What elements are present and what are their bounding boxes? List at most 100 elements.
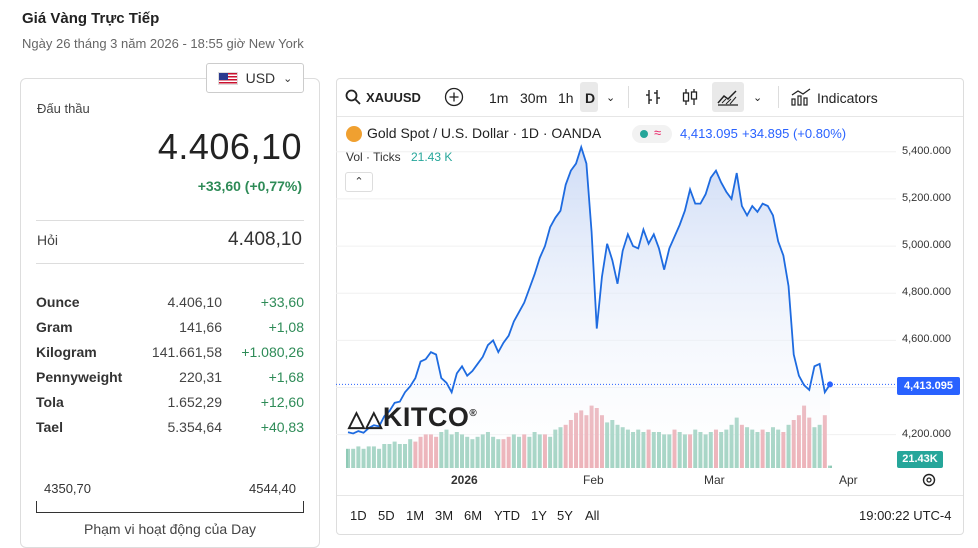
range-button-ytd[interactable]: YTD bbox=[494, 508, 520, 523]
price-area bbox=[348, 147, 830, 470]
area-chart-highlight bbox=[712, 82, 744, 112]
toolbar-divider bbox=[778, 86, 779, 108]
currency-label: USD bbox=[245, 70, 276, 86]
y-tick-label: 4,200.000 bbox=[902, 427, 951, 440]
last-price-tag: 4,413.095 bbox=[897, 377, 960, 395]
interval-30m[interactable]: 30m bbox=[520, 90, 548, 106]
unit-row-ounce: Ounce 4.406,10 +33,60 bbox=[36, 294, 304, 316]
range-button-5d[interactable]: 5D bbox=[378, 508, 395, 523]
area-chart-icon[interactable] bbox=[716, 87, 740, 107]
market-status-pill[interactable]: ≈ bbox=[632, 125, 672, 143]
y-tick-label: 5,200.000 bbox=[902, 191, 951, 204]
range-bar-divider bbox=[337, 495, 963, 496]
price-chart-plot[interactable] bbox=[336, 140, 896, 470]
x-tick-2026: 2026 bbox=[451, 473, 478, 487]
unit-price: 4.406,10 bbox=[167, 294, 223, 310]
search-icon[interactable] bbox=[345, 89, 361, 105]
x-tick-feb: Feb bbox=[583, 473, 604, 487]
interval-1h[interactable]: 1h bbox=[558, 90, 574, 106]
unit-price: 5.354,64 bbox=[167, 419, 223, 435]
unit-name: Ounce bbox=[36, 294, 80, 310]
last-price-dot bbox=[827, 381, 833, 388]
unit-change: +12,60 bbox=[260, 394, 304, 410]
kitco-logo-icon: △△ bbox=[348, 406, 383, 431]
compare-add-icon[interactable] bbox=[444, 87, 464, 107]
last-volume-tag: 21.43K bbox=[897, 451, 943, 468]
day-range-bar bbox=[36, 501, 304, 513]
unit-change: +1.080,26 bbox=[241, 344, 304, 360]
divider bbox=[36, 263, 304, 264]
bid-label: Đấu thầu bbox=[37, 101, 90, 116]
day-range-caption: Phạm vi hoạt động của Day bbox=[84, 521, 256, 537]
unit-change: +33,60 bbox=[260, 294, 304, 310]
unit-row-tael: Tael 5.354,64 +40,83 bbox=[36, 419, 304, 441]
page-title: Giá Vàng Trực Tiếp bbox=[22, 10, 160, 27]
unit-change: +1,08 bbox=[268, 319, 304, 335]
y-tick-label: 4,600.000 bbox=[902, 333, 951, 346]
unit-name: Pennyweight bbox=[36, 369, 123, 385]
unit-row-tola: Tola 1.652,29 +12,60 bbox=[36, 394, 304, 416]
y-tick-label: 4,800.000 bbox=[902, 286, 951, 299]
x-tick-mar: Mar bbox=[704, 473, 725, 487]
range-button-3m[interactable]: 3M bbox=[435, 508, 454, 523]
ask-value: 4.408,10 bbox=[228, 229, 302, 250]
ask-label: Hỏi bbox=[37, 232, 59, 248]
market-open-dot bbox=[640, 130, 648, 138]
unit-change: +1,68 bbox=[268, 369, 304, 385]
interval-d[interactable]: D bbox=[585, 90, 596, 106]
page-subtitle: Ngày 26 tháng 3 năm 2026 - 18:55 giờ New… bbox=[22, 36, 304, 51]
interval-chevron-icon[interactable]: ⌄ bbox=[606, 92, 616, 104]
candles-icon[interactable] bbox=[680, 87, 700, 107]
range-button-all[interactable]: All bbox=[585, 508, 600, 523]
price-change: +34.895 (+0.80%) bbox=[742, 126, 847, 141]
range-button-1m[interactable]: 1M bbox=[406, 508, 425, 523]
chart-toolbar bbox=[337, 79, 963, 117]
unit-name: Gram bbox=[36, 319, 73, 335]
unit-row-pennyweight: Pennyweight 220,31 +1,68 bbox=[36, 369, 304, 391]
indicators-button[interactable]: Indicators bbox=[817, 90, 878, 106]
unit-name: Tola bbox=[36, 394, 64, 410]
bid-change: +33,60 (+0,77%) bbox=[197, 178, 302, 194]
unit-row-gram: Gram 141,66 +1,08 bbox=[36, 319, 304, 341]
chevron-down-icon: ⌄ bbox=[283, 72, 293, 85]
last-price: 4,413.095 bbox=[680, 126, 738, 141]
toolbar-divider bbox=[628, 86, 629, 108]
x-tick-apr: Apr bbox=[839, 473, 858, 487]
indicators-icon[interactable] bbox=[790, 86, 812, 108]
bar-chart-type-icon[interactable] bbox=[643, 87, 663, 107]
unit-price: 1.652,29 bbox=[167, 394, 223, 410]
kitco-wordmark: KITCO bbox=[382, 402, 470, 432]
range-button-6m[interactable]: 6M bbox=[464, 508, 483, 523]
chart-title: Gold Spot / U.S. Dollar · 1D · OANDA bbox=[367, 125, 602, 141]
day-low: 4350,70 bbox=[44, 481, 91, 496]
symbol-search[interactable]: XAUUSD bbox=[366, 90, 421, 105]
y-tick-label: 5,400.000 bbox=[902, 144, 951, 157]
chart-type-chevron-icon[interactable]: ⌄ bbox=[753, 92, 763, 104]
unit-row-kilogram: Kilogram 141.661,58 +1.080,26 bbox=[36, 344, 304, 366]
gold-coin-icon bbox=[346, 126, 362, 142]
unit-change: +40,83 bbox=[260, 419, 304, 435]
interval-1m[interactable]: 1m bbox=[489, 90, 509, 106]
unit-price: 141.661,58 bbox=[151, 344, 222, 360]
range-button-5y[interactable]: 5Y bbox=[557, 508, 573, 523]
price-line bbox=[347, 144, 831, 435]
unit-price: 220,31 bbox=[179, 369, 222, 385]
volume-value: 21.43 K bbox=[411, 150, 453, 164]
us-flag-icon bbox=[217, 71, 238, 85]
unit-name: Tael bbox=[36, 419, 63, 435]
currency-select[interactable]: USD ⌄ bbox=[206, 63, 304, 93]
kitco-watermark: △△KITCO® bbox=[348, 402, 478, 432]
day-high: 4544,40 bbox=[249, 481, 296, 496]
interval-d-highlight bbox=[580, 82, 598, 112]
collapse-legend-button[interactable]: ⌃ bbox=[345, 172, 373, 192]
volume-label: Vol · Ticks bbox=[346, 150, 401, 164]
wave-icon: ≈ bbox=[654, 125, 662, 140]
settings-gear-icon[interactable] bbox=[921, 472, 937, 488]
range-button-1y[interactable]: 1Y bbox=[531, 508, 547, 523]
range-button-1d[interactable]: 1D bbox=[350, 508, 367, 523]
bid-value: 4.406,10 bbox=[157, 126, 302, 167]
divider bbox=[36, 220, 304, 221]
unit-price: 141,66 bbox=[179, 319, 222, 335]
unit-name: Kilogram bbox=[36, 344, 97, 360]
chart-clock: 19:00:22 UTC-4 bbox=[859, 508, 952, 523]
